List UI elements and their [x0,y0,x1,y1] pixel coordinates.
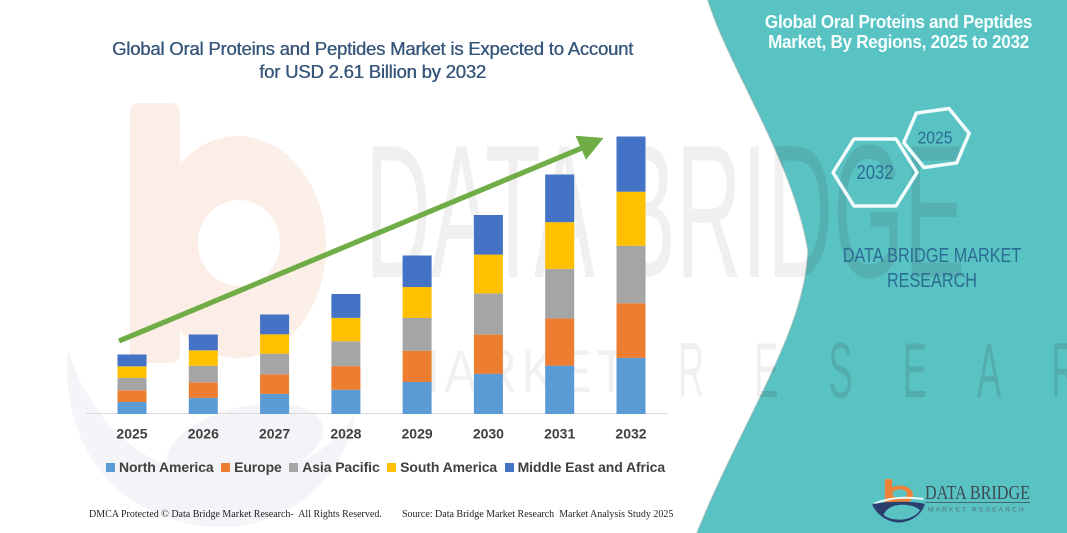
svg-text:MARKET RESEARCH: MARKET RESEARCH [928,507,1026,514]
svg-text:2028: 2028 [330,426,361,442]
svg-text:2025: 2025 [918,128,953,148]
svg-text:DATA BRIDGE: DATA BRIDGE [925,483,1030,504]
svg-text:2032: 2032 [857,162,894,184]
svg-text:2032: 2032 [615,426,646,442]
svg-text:2027: 2027 [259,426,290,442]
svg-text:MARKET: MARKET [399,338,631,405]
svg-text:2030: 2030 [473,426,504,442]
svg-text:RESEARCH: RESEARCH [678,326,1067,414]
svg-text:2026: 2026 [188,426,219,442]
svg-text:DATA BRIDGE: DATA BRIDGE [365,106,965,318]
svg-text:2029: 2029 [402,426,433,442]
svg-text:2025: 2025 [116,426,147,442]
svg-text:2031: 2031 [544,426,575,442]
